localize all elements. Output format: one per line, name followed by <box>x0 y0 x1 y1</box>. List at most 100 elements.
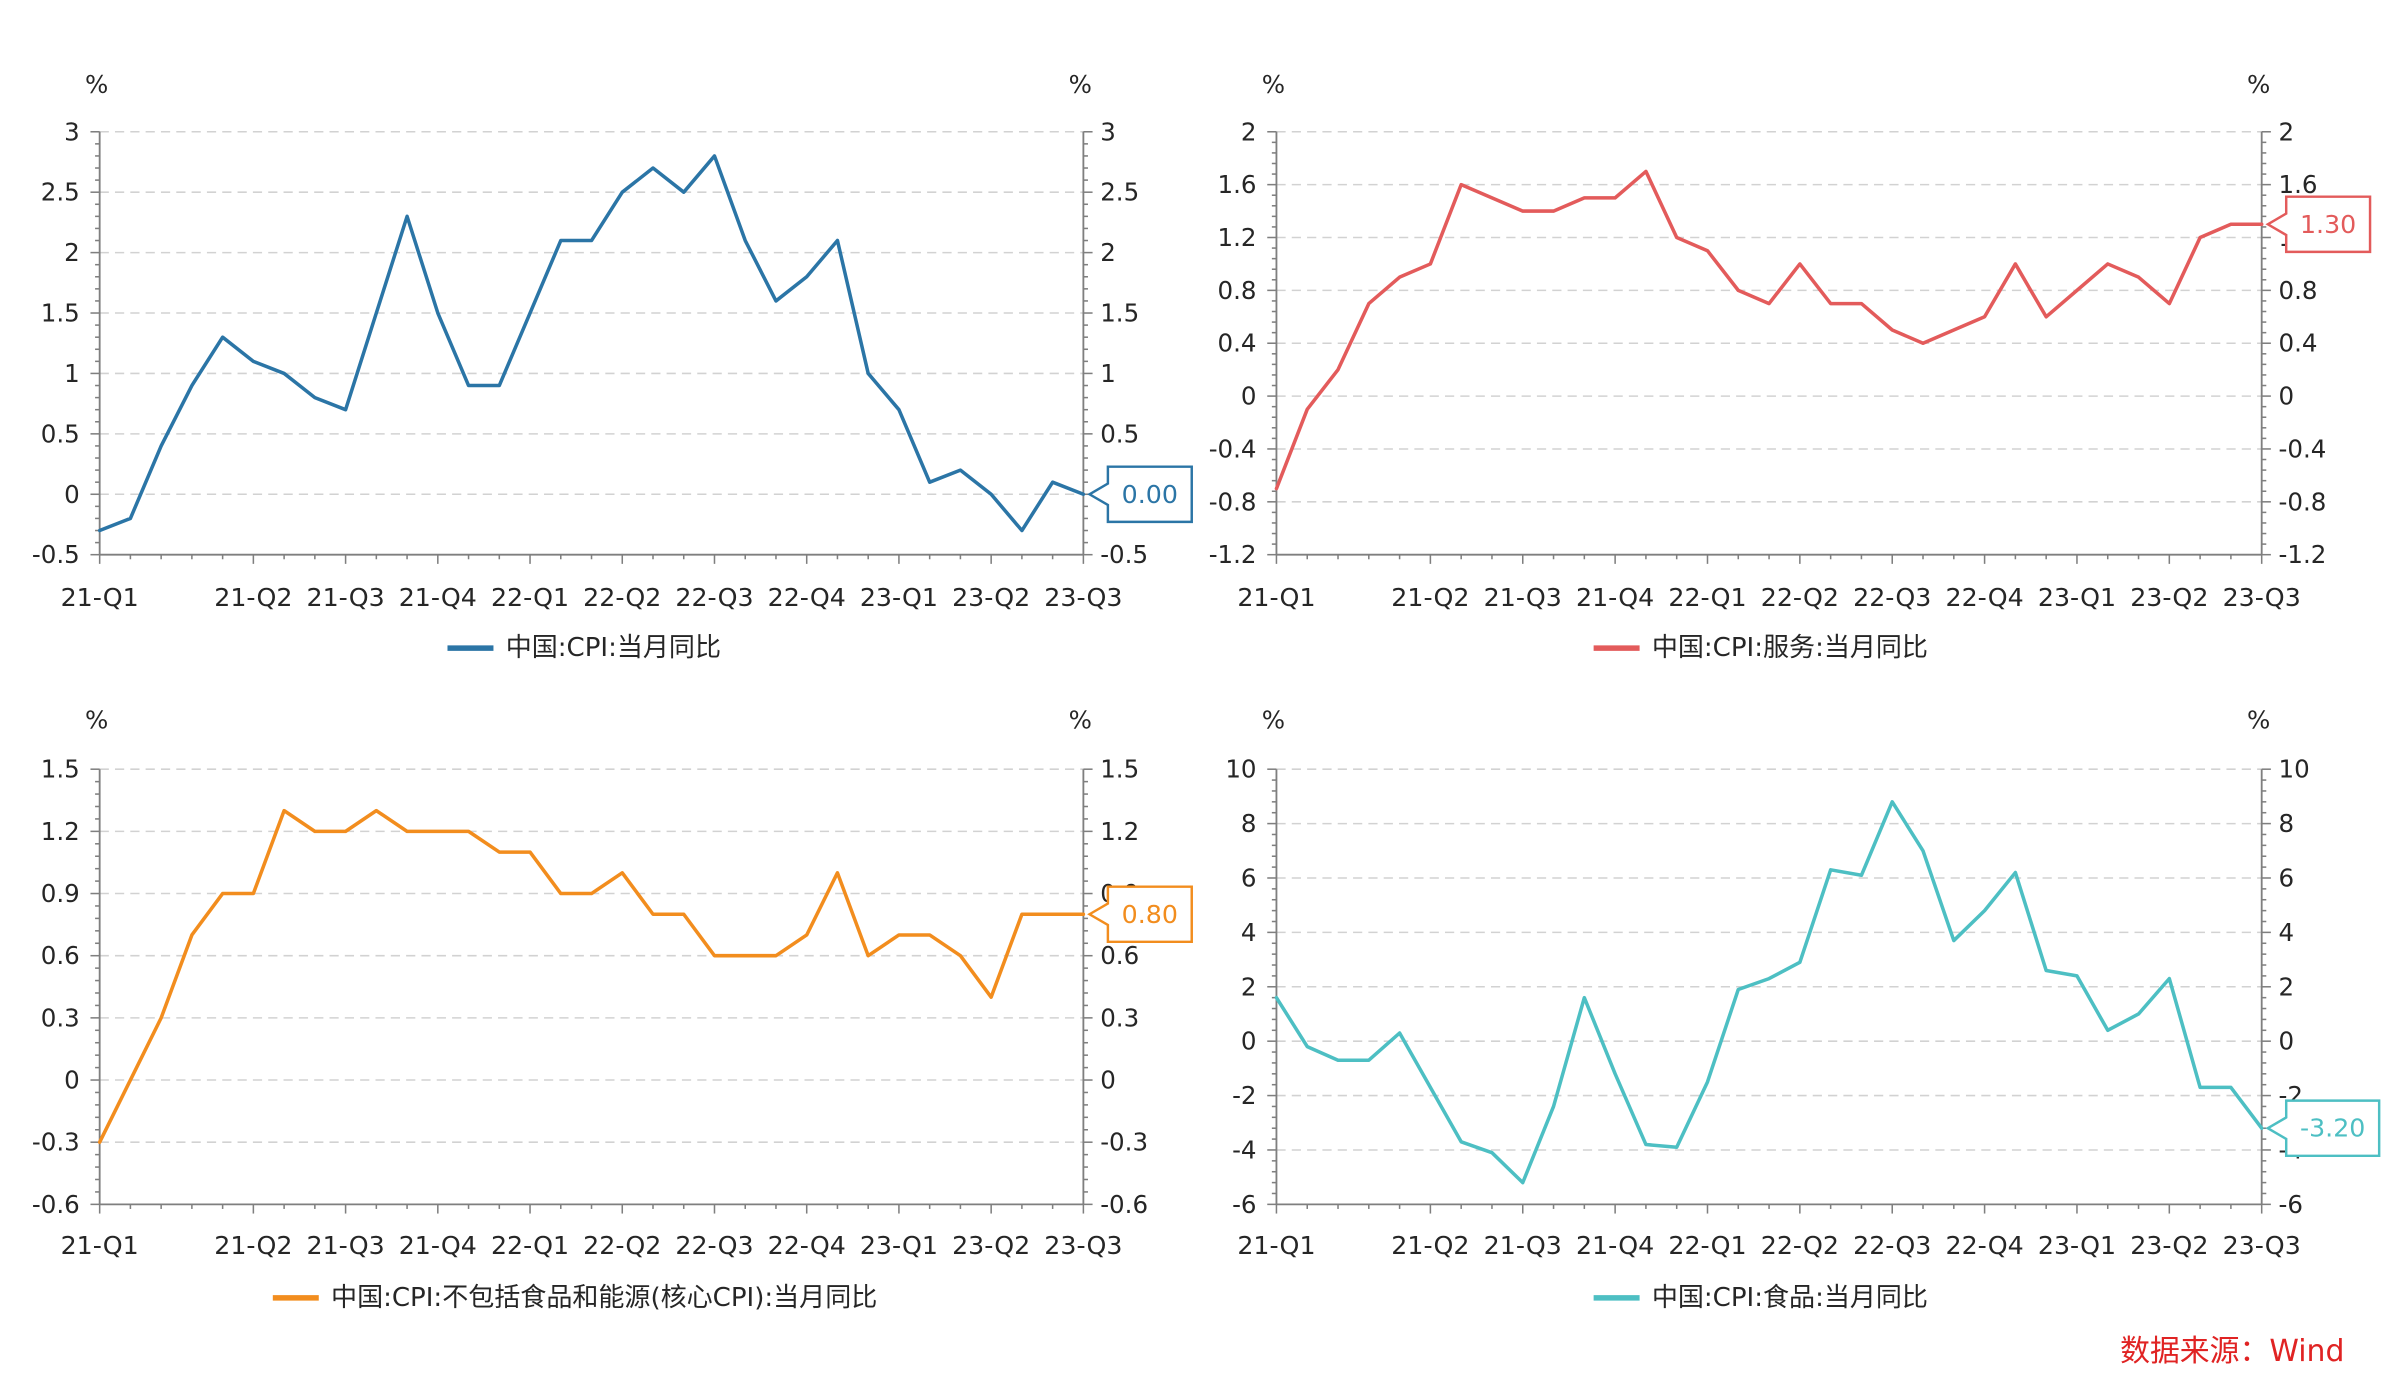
y-tick-label-left: 4 <box>1241 918 1257 947</box>
legend: 中国:CPI:不包括食品和能源(核心CPI):当月同比 <box>272 1283 877 1313</box>
x-tick-label: 21-Q2 <box>1391 1231 1469 1260</box>
y-tick-label-left: -0.6 <box>32 1190 80 1219</box>
callout-box <box>2265 195 2372 254</box>
y-tick-label-left: 0.9 <box>41 879 80 908</box>
last-value-callout: 0.00 <box>1087 465 1193 524</box>
y-tick-label-right: 0.8 <box>2279 276 2318 305</box>
y-tick-label-left: -2 <box>1232 1081 1256 1110</box>
x-tick-label: 22-Q1 <box>491 583 569 612</box>
series-line <box>97 808 1086 1144</box>
x-tick-label: 23-Q1 <box>860 1231 938 1260</box>
y-unit-label-right: % <box>2247 70 2270 99</box>
y-unit-label-left: % <box>1262 706 1285 735</box>
y-tick-label-left: 0.8 <box>1218 276 1257 305</box>
y-tick-label-left: 0.5 <box>41 419 80 448</box>
chart-core-cpi-yoy: 1.51.51.21.20.90.90.60.60.30.300-0.3-0.3… <box>32 706 1193 1313</box>
y-tick-label-left: -0.8 <box>1209 487 1257 516</box>
last-value-label: 0.80 <box>1122 900 1178 929</box>
y-tick-label-right: -6 <box>2279 1190 2303 1219</box>
y-tick-label-left: 2 <box>1241 117 1257 146</box>
axis-ticks <box>1267 768 2271 1214</box>
y-tick-label-right: 0.5 <box>1100 419 1139 448</box>
y-tick-label-left: 0 <box>64 1066 80 1095</box>
x-tick-label: 22-Q1 <box>491 1231 569 1260</box>
x-tick-label: 22-Q1 <box>1668 583 1746 612</box>
y-tick-label-left: 2.5 <box>41 178 80 207</box>
x-tick-label: 21-Q3 <box>1484 1231 1562 1260</box>
chart-cpi-yoy: 332.52.5221.51.5110.50.500-0.5-0.5%%21-Q… <box>32 70 1193 663</box>
data-source-note: 数据来源：Wind <box>2120 1334 2344 1369</box>
last-value-callout: -3.20 <box>2265 1099 2381 1158</box>
gridlines <box>1276 768 2262 1151</box>
chart-cpi-services-yoy: 221.61.61.21.20.80.80.40.400-0.4-0.4-0.8… <box>1209 70 2372 663</box>
y-tick-label-left: 0 <box>1241 1027 1257 1056</box>
x-tick-label: 22-Q3 <box>1853 1231 1931 1260</box>
x-tick-label: 21-Q4 <box>1576 583 1654 612</box>
y-tick-label-left: 0 <box>1241 382 1257 411</box>
axis-ticks <box>1267 131 2271 564</box>
last-value-callout: 0.80 <box>1087 885 1193 944</box>
y-tick-label-right: 1.5 <box>1100 755 1139 784</box>
x-tick-label: 22-Q4 <box>768 583 846 612</box>
series-line <box>97 154 1086 533</box>
legend-label: 中国:CPI:不包括食品和能源(核心CPI):当月同比 <box>331 1283 877 1313</box>
y-tick-label-right: -0.3 <box>1100 1128 1148 1157</box>
x-tick-label: 21-Q3 <box>1484 583 1562 612</box>
axis-ticks <box>90 131 1093 564</box>
y-tick-label-right: 2 <box>2279 972 2295 1001</box>
x-tick-label: 23-Q2 <box>952 1231 1030 1260</box>
y-tick-label-right: 0.6 <box>1100 941 1139 970</box>
y-tick-label-left: 0.4 <box>1218 329 1257 358</box>
y-tick-label-left: 1.2 <box>1218 223 1257 252</box>
y-tick-label-left: 0.6 <box>41 941 80 970</box>
legend-label: 中国:CPI:当月同比 <box>506 633 721 663</box>
x-tick-label: 21-Q1 <box>61 1231 139 1260</box>
y-tick-label-left: -4 <box>1232 1135 1256 1164</box>
x-tick-label: 21-Q3 <box>307 1231 385 1260</box>
y-tick-label-right: 1.2 <box>1100 817 1139 846</box>
x-tick-label: 23-Q2 <box>2130 583 2208 612</box>
y-tick-label-left: -0.5 <box>32 540 80 569</box>
y-tick-label-left: 1.5 <box>41 755 80 784</box>
x-tick-label: 22-Q3 <box>675 583 753 612</box>
y-tick-label-right: 0 <box>2279 382 2295 411</box>
y-tick-label-right: 6 <box>2279 863 2295 892</box>
x-tick-label: 23-Q3 <box>2223 583 2301 612</box>
y-tick-label-left: 6 <box>1241 863 1257 892</box>
series-line <box>1274 800 2264 1185</box>
y-tick-label-left: 10 <box>1225 755 1256 784</box>
y-tick-label-right: 1 <box>1100 359 1116 388</box>
x-tick-label: 21-Q2 <box>214 583 292 612</box>
y-unit-label-left: % <box>1262 70 1285 99</box>
y-tick-label-left: 0.3 <box>41 1003 80 1032</box>
y-tick-label-left: 1.6 <box>1218 170 1257 199</box>
y-tick-label-right: -0.6 <box>1100 1190 1148 1219</box>
y-tick-label-left: 8 <box>1241 809 1257 838</box>
x-tick-label: 23-Q3 <box>2223 1231 2301 1260</box>
last-value-callout: 1.30 <box>2265 195 2372 254</box>
y-tick-label-right: 0.4 <box>2279 329 2318 358</box>
x-tick-label: 22-Q2 <box>583 1231 661 1260</box>
x-tick-label: 21-Q4 <box>1576 1231 1654 1260</box>
legend: 中国:CPI:食品:当月同比 <box>1593 1283 1928 1313</box>
y-tick-label-right: -0.5 <box>1100 540 1148 569</box>
x-tick-label: 21-Q1 <box>1237 583 1315 612</box>
gridlines <box>99 131 1084 496</box>
x-tick-label: 23-Q1 <box>2038 583 2116 612</box>
y-tick-label-left: 2 <box>64 238 80 267</box>
y-tick-label-left: 1 <box>64 359 80 388</box>
x-tick-label: 21-Q1 <box>1237 1231 1315 1260</box>
x-tick-label: 22-Q2 <box>583 583 661 612</box>
y-tick-label-left: -0.3 <box>32 1128 80 1157</box>
x-tick-label: 22-Q4 <box>768 1231 846 1260</box>
y-tick-label-left: 3 <box>64 117 80 146</box>
y-unit-label-right: % <box>1069 706 1092 735</box>
y-tick-label-right: 8 <box>2279 809 2295 838</box>
axis-ticks <box>90 768 1093 1214</box>
y-tick-label-right: 2.5 <box>1100 178 1139 207</box>
last-value-label: 1.30 <box>2300 210 2356 239</box>
x-tick-label: 23-Q1 <box>2038 1231 2116 1260</box>
y-unit-label-right: % <box>1069 70 1092 99</box>
x-tick-label: 22-Q3 <box>675 1231 753 1260</box>
